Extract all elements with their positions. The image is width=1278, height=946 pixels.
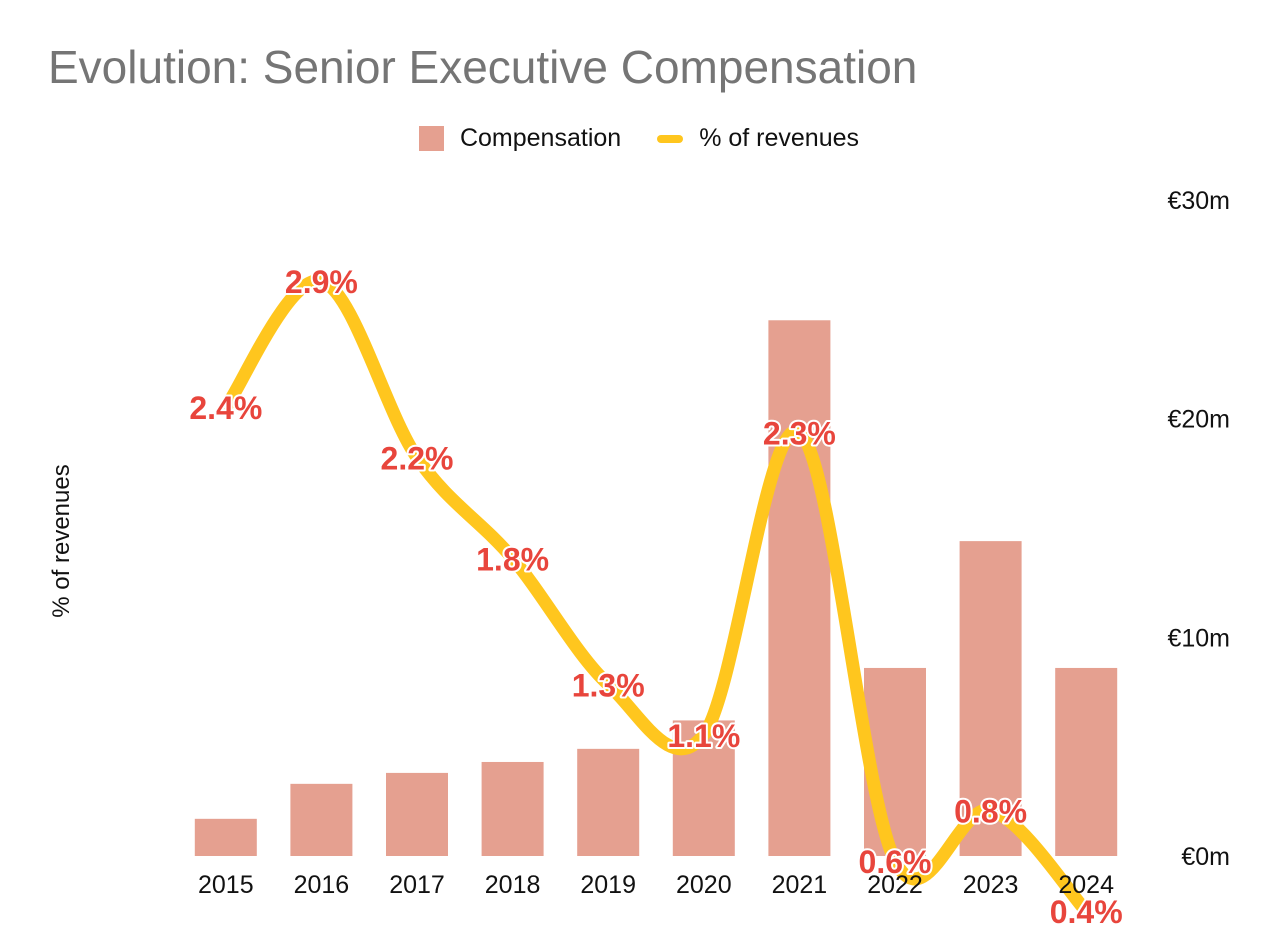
data-label-2023: 0.8% xyxy=(954,793,1027,829)
legend-swatch-revenues xyxy=(657,134,684,143)
data-label-2018: 1.8% xyxy=(476,541,549,577)
data-label-2015: 2.4% xyxy=(189,390,262,426)
line-revenues xyxy=(219,274,1093,918)
y2-tick-2: €20m xyxy=(1167,406,1230,434)
bar-2021 xyxy=(768,320,831,856)
legend: Compensation % of revenues xyxy=(0,124,1278,153)
bar-2019 xyxy=(577,748,640,856)
x-tick-2017: 2017 xyxy=(389,871,445,899)
x-tick-2022: 2022 xyxy=(867,871,923,899)
data-label-2020: 1.1% xyxy=(667,718,740,754)
legend-label-compensation: Compensation xyxy=(459,124,622,152)
bar-2023 xyxy=(959,541,1022,856)
y2-tick-1: €10m xyxy=(1167,624,1230,652)
x-tick-2015: 2015 xyxy=(198,871,254,899)
legend-label-revenues: % of revenues xyxy=(699,124,860,152)
data-label-2024: 0.4% xyxy=(1050,894,1123,930)
bar-2017 xyxy=(386,772,448,856)
bar-2016 xyxy=(290,783,353,856)
data-label-2021: 2.3% xyxy=(763,415,836,451)
x-tick-2024: 2024 xyxy=(1058,871,1114,899)
x-tick-2019: 2019 xyxy=(580,871,636,899)
y2-tick-0: €0m xyxy=(1181,843,1230,871)
legend-swatch-compensation xyxy=(418,126,444,151)
data-label-2016: 2.9% xyxy=(285,264,358,300)
x-tick-2018: 2018 xyxy=(485,871,541,899)
bar-2015 xyxy=(194,818,257,856)
legend-item-compensation: Compensation xyxy=(418,124,622,153)
bar-2018 xyxy=(481,761,544,856)
x-tick-2023: 2023 xyxy=(963,871,1019,899)
data-label-2017: 2.2% xyxy=(381,441,454,477)
x-tick-2016: 2016 xyxy=(294,871,350,899)
chart-title: Evolution: Senior Executive Compensation xyxy=(48,41,918,93)
legend-item-revenues: % of revenues xyxy=(657,124,859,153)
x-tick-2021: 2021 xyxy=(772,871,828,899)
bar-2024 xyxy=(1055,667,1118,856)
x-tick-2020: 2020 xyxy=(676,871,732,899)
y2-tick-3: €30m xyxy=(1167,187,1230,215)
data-label-2022: 0.6% xyxy=(859,844,932,880)
data-label-2019: 1.3% xyxy=(572,667,645,703)
